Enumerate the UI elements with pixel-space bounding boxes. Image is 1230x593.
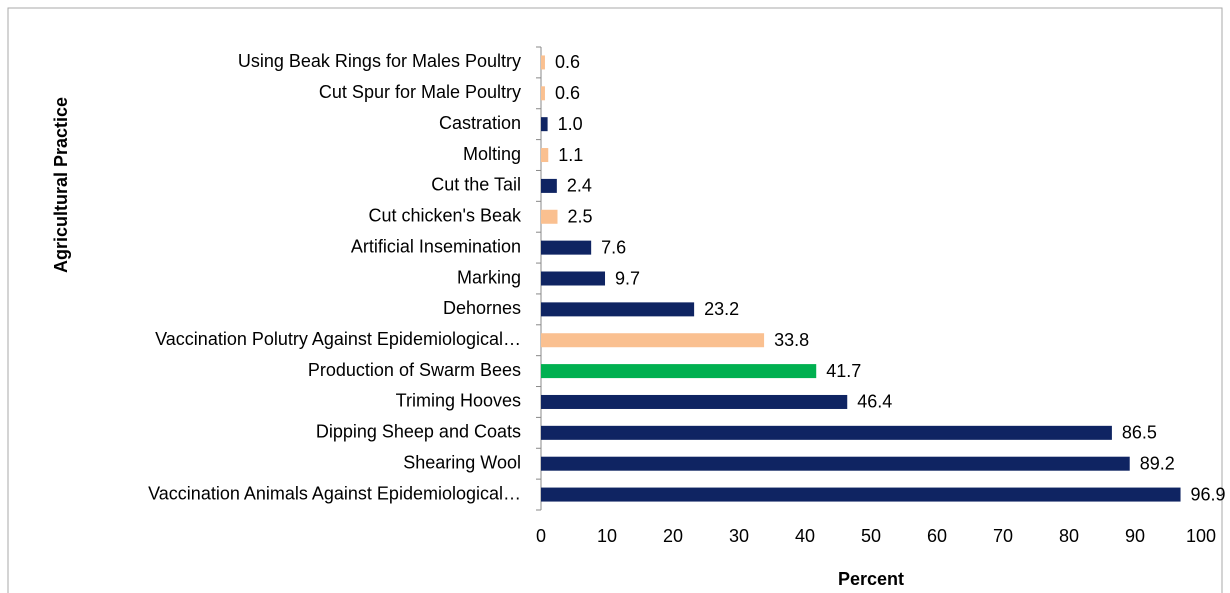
y-tick-label: Molting bbox=[463, 144, 521, 164]
x-tick-label: 90 bbox=[1125, 526, 1145, 546]
y-tick-label: Cut the Tail bbox=[431, 175, 521, 195]
y-tick-label: Dehornes bbox=[443, 298, 521, 318]
y-tick-label: Shearing Wool bbox=[403, 452, 521, 472]
value-label: 41.7 bbox=[826, 361, 861, 381]
x-tick-label: 0 bbox=[536, 526, 546, 546]
bar bbox=[541, 271, 606, 286]
value-label: 89.2 bbox=[1140, 453, 1175, 473]
x-axis-label: Percent bbox=[838, 569, 904, 589]
value-label: 2.4 bbox=[567, 176, 592, 196]
value-label: 33.8 bbox=[774, 330, 809, 350]
bar bbox=[541, 333, 765, 348]
value-label: 86.5 bbox=[1122, 423, 1157, 443]
y-tick-label: Vaccination Polutry Against Epidemiologi… bbox=[155, 329, 521, 349]
x-tick-label: 30 bbox=[729, 526, 749, 546]
y-tick-label: Marking bbox=[457, 267, 521, 287]
y-tick-label: Vaccination Animals Against Epidemiologi… bbox=[148, 483, 521, 503]
y-tick-label: Cut chicken's Beak bbox=[368, 206, 522, 226]
y-tick-label: Cut Spur for Male Poultry bbox=[319, 82, 521, 102]
bar bbox=[541, 394, 848, 409]
value-label: 2.5 bbox=[568, 207, 593, 227]
x-tick-label: 80 bbox=[1059, 526, 1079, 546]
bar bbox=[541, 240, 592, 255]
y-axis-label: Agricultural Practice bbox=[51, 97, 71, 273]
x-tick-label: 100 bbox=[1186, 526, 1216, 546]
x-tick-label: 60 bbox=[927, 526, 947, 546]
value-label: 0.6 bbox=[555, 52, 580, 72]
x-tick-label: 50 bbox=[861, 526, 881, 546]
value-label: 46.4 bbox=[857, 392, 892, 412]
y-tick-label: Artificial Insemination bbox=[351, 236, 521, 256]
value-label: 9.7 bbox=[615, 268, 640, 288]
value-label: 1.1 bbox=[558, 145, 583, 165]
y-tick-label: Using Beak Rings for Males Poultry bbox=[238, 51, 521, 71]
y-tick-label: Triming Hooves bbox=[396, 391, 521, 411]
value-label: 23.2 bbox=[704, 299, 739, 319]
value-label: 0.6 bbox=[555, 83, 580, 103]
x-tick-label: 20 bbox=[663, 526, 683, 546]
x-tick-label: 70 bbox=[993, 526, 1013, 546]
value-label: 7.6 bbox=[601, 237, 626, 257]
bar bbox=[541, 178, 557, 193]
bar bbox=[541, 55, 545, 70]
bar bbox=[541, 86, 545, 101]
bar bbox=[541, 425, 1112, 440]
x-tick-label: 40 bbox=[795, 526, 815, 546]
bar bbox=[541, 117, 548, 132]
y-tick-label: Production of Swarm Bees bbox=[308, 360, 521, 380]
bar bbox=[541, 209, 558, 224]
bar bbox=[541, 456, 1130, 471]
y-tick-label: Castration bbox=[439, 113, 521, 133]
x-tick-label: 10 bbox=[597, 526, 617, 546]
chart-frame bbox=[7, 7, 1223, 593]
value-label: 1.0 bbox=[558, 114, 583, 134]
bar bbox=[541, 487, 1181, 502]
y-tick-label: Dipping Sheep and Coats bbox=[316, 422, 521, 442]
bar bbox=[541, 364, 817, 379]
bar bbox=[541, 302, 695, 317]
value-label: 96.9 bbox=[1191, 484, 1226, 504]
bar bbox=[541, 148, 549, 163]
